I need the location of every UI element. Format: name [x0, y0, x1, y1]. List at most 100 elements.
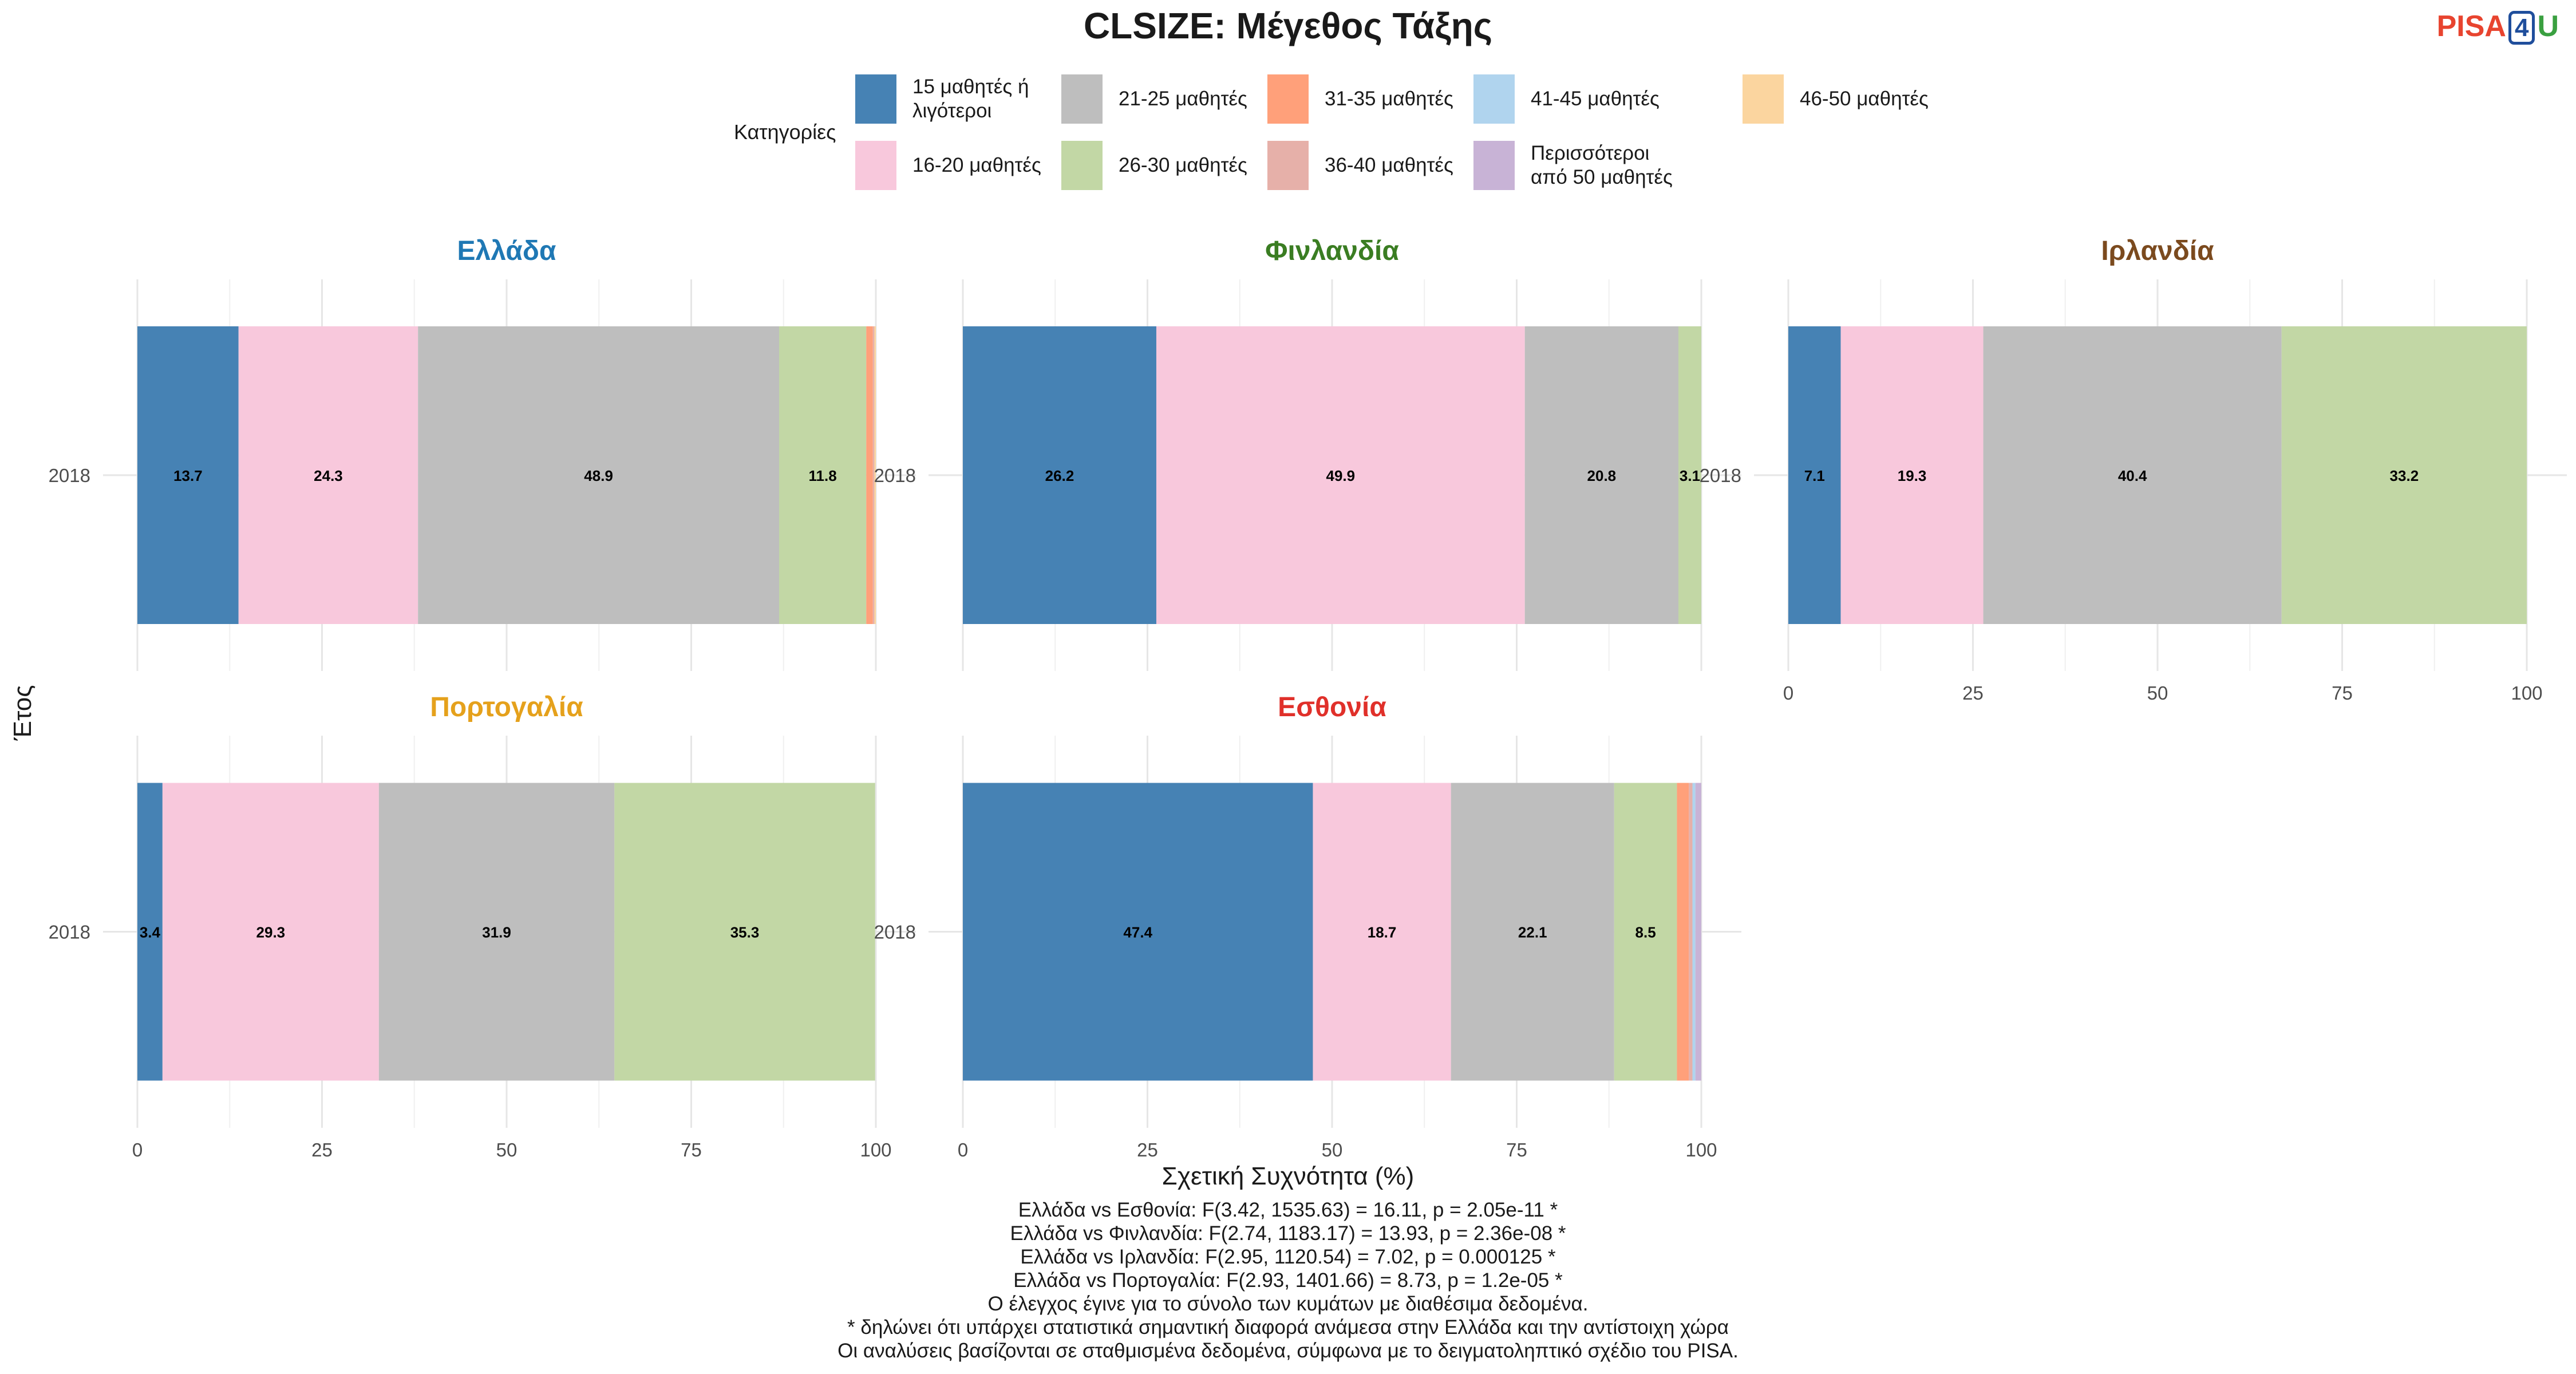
x-tick-label: 0 [132, 1139, 143, 1160]
panel: 3.4 29.3 31.9 35.3 2018 0 25 50 75 100 [49, 736, 916, 1160]
bar-segment [1840, 326, 1984, 624]
x-tick-label: 50 [496, 1139, 517, 1160]
legend-item: Περισσότεροι από 50 μαθητές [1473, 141, 1680, 190]
y-axis-title: Έτος [9, 685, 37, 741]
bar-segment [1677, 783, 1689, 1081]
x-tick-label: 100 [2511, 682, 2542, 704]
panel-title: Φινλανδία [1265, 236, 1399, 266]
data-label: 24.3 [314, 467, 343, 484]
note-line: * δηλώνει ότι υπάρχει στατιστικά σημαντι… [847, 1316, 1729, 1339]
notes-block: Ελλάδα vs Εσθονία: F(3.42, 1535.63) = 16… [0, 1198, 2576, 1363]
legend-item: 15 μαθητές ή λιγότεροι [855, 74, 1061, 124]
bar-segment [2281, 326, 2527, 624]
bar-segment [1788, 326, 1841, 624]
bar-segment [162, 783, 379, 1081]
bar-segment [378, 783, 615, 1081]
bar-segment [238, 326, 418, 624]
panel-title: Ιρλανδία [2101, 236, 2214, 266]
bar-segment [614, 783, 875, 1081]
data-label: 33.2 [2390, 467, 2419, 484]
x-axis-title: Σχετική Συχνότητα (%) [1161, 1162, 1415, 1190]
legend-key [1061, 141, 1103, 190]
data-label: 26.2 [1045, 467, 1074, 484]
bar-segment [866, 326, 873, 624]
bar-segment [1695, 783, 1701, 1081]
data-label: 22.1 [1518, 924, 1547, 941]
legend-item: 41-45 μαθητές [1473, 74, 1680, 124]
chart-title: CLSIZE: Μέγεθος Τάξης [1083, 5, 1493, 46]
bar-segment [963, 783, 1313, 1081]
bar-segment [874, 326, 876, 624]
x-tick-label: 0 [958, 1139, 968, 1160]
panel: 7.1 19.3 40.4 33.2 2018 0 25 50 75 100 [1700, 279, 2567, 704]
bar-segment [1692, 783, 1696, 1081]
legend-key [1743, 74, 1784, 124]
panel: 47.4 18.7 22.1 8.5 2018 0 25 50 75 100 [874, 736, 1741, 1160]
legend-label: 31-35 μαθητές [1325, 88, 1453, 110]
data-label: 49.9 [1326, 467, 1356, 484]
x-tick-label: 100 [1685, 1139, 1717, 1160]
bar-segment [1156, 326, 1525, 624]
legend-label: 46-50 μαθητές [1800, 88, 1929, 110]
panel: 13.7 24.3 48.9 11.8 2018 [49, 279, 916, 671]
bar-segment [1678, 326, 1701, 624]
data-label: 11.8 [809, 467, 837, 484]
data-label: 18.7 [1368, 924, 1397, 941]
data-label: 20.8 [1587, 467, 1617, 484]
legend-key [855, 74, 896, 124]
bar-segment [963, 326, 1156, 624]
y-tick-label: 2018 [1700, 465, 1741, 486]
x-tick-label: 75 [2332, 682, 2353, 704]
legend-key [1267, 74, 1309, 124]
legend-item: 26-30 μαθητές [1061, 141, 1267, 190]
legend-item: 31-35 μαθητές [1267, 74, 1473, 124]
bar-segment [137, 326, 239, 624]
note-line: Ελλάδα vs Πορτογαλία: F(2.93, 1401.66) =… [1013, 1269, 1563, 1292]
legend-item: 46-50 μαθητές [1743, 74, 1949, 124]
bar-segment [137, 783, 163, 1081]
legend-label: 36-40 μαθητές [1325, 154, 1453, 176]
data-label: 40.4 [2118, 467, 2147, 484]
y-tick-label: 2018 [874, 465, 916, 486]
bar-segment [1689, 783, 1693, 1081]
legend-title: Κατηγορίες [734, 120, 836, 144]
legend-key [855, 141, 896, 190]
bar-segment [1614, 783, 1677, 1081]
data-label: 3.1 [1680, 467, 1700, 484]
bar-segment [872, 326, 875, 624]
legend-key [1473, 74, 1515, 124]
x-tick-label: 50 [1322, 1139, 1343, 1160]
legend-key [1267, 141, 1309, 190]
legend-key [1473, 141, 1515, 190]
bar-segment [1983, 326, 2282, 624]
x-tick-label: 25 [1962, 682, 1984, 704]
legend-key [1061, 74, 1103, 124]
legend-label: 21-25 μαθητές [1119, 88, 1247, 110]
x-tick-label: 25 [1137, 1139, 1158, 1160]
x-tick-label: 25 [311, 1139, 333, 1160]
legend-label: 16-20 μαθητές [912, 154, 1041, 176]
data-label: 3.4 [140, 924, 161, 941]
data-label: 48.9 [584, 467, 613, 484]
note-line: Οι αναλύσεις βασίζονται σε σταθμισμένα δ… [837, 1340, 1739, 1362]
panel-title: Εσθονία [1278, 692, 1386, 722]
note-line: Ελλάδα vs Εσθονία: F(3.42, 1535.63) = 16… [1018, 1199, 1558, 1221]
legend-label: Περισσότεροι από 50 μαθητές [1531, 142, 1673, 188]
data-label: 35.3 [730, 924, 760, 941]
bar-segment [779, 326, 867, 624]
note-line: Ελλάδα vs Ιρλανδία: F(2.95, 1120.54) = 7… [1020, 1246, 1556, 1268]
note-line: Ελλάδα vs Φινλανδία: F(2.74, 1183.17) = … [1010, 1222, 1566, 1245]
data-label: 29.3 [256, 924, 286, 941]
x-tick-label: 100 [860, 1139, 891, 1160]
x-tick-label: 0 [1783, 682, 1793, 704]
legend-label: 26-30 μαθητές [1119, 154, 1247, 176]
legend-item: 21-25 μαθητές [1061, 74, 1267, 124]
note-line: Ο έλεγχος έγινε για το σύνολο των κυμάτω… [987, 1293, 1589, 1315]
legend-label: 15 μαθητές ή λιγότεροι [912, 76, 1029, 122]
data-label: 31.9 [482, 924, 511, 941]
data-label: 47.4 [1123, 924, 1152, 941]
bar-segment [1451, 783, 1614, 1081]
x-tick-label: 75 [681, 1139, 702, 1160]
